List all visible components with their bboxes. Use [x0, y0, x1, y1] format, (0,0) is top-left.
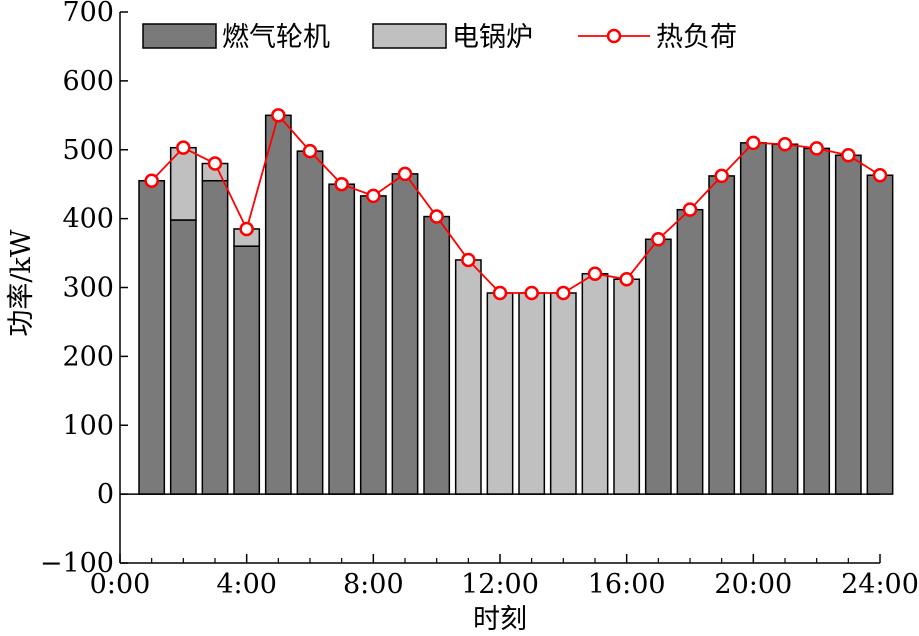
heat-load-point [144, 173, 159, 188]
x-tick-label: 12:00 [461, 569, 539, 600]
bar-electric-boiler [518, 292, 546, 495]
heat-load-point [682, 202, 698, 217]
bar-gas-turbine [803, 147, 831, 495]
x-tick-label: 4:00 [216, 569, 277, 600]
bar-electric-boiler [613, 278, 641, 495]
bar-gas-turbine [708, 175, 736, 495]
y-tick-label: 700 [62, 0, 114, 28]
y-tick-label: 200 [62, 341, 114, 372]
x-ticks: 0:00 4:00 8:00 12:00 16:00 20:00 24:00 [90, 554, 919, 600]
bar-gas-turbine [328, 183, 356, 495]
x-tick-label: 24:00 [841, 569, 919, 600]
bar-gas-turbine [391, 173, 419, 495]
y-tick-label: 0 [97, 479, 114, 510]
y-tick-label: 300 [62, 273, 114, 304]
y-tick-label: 600 [62, 66, 114, 97]
legend-label-gas-turbine: 燃气轮机 [222, 22, 330, 53]
y-tick-label: 500 [62, 135, 114, 166]
heat-load-point [302, 143, 318, 159]
bar-gas-turbine [233, 245, 261, 495]
heat-load-point [207, 156, 223, 171]
bar-gas-turbine [138, 179, 166, 495]
x-tick-label: 0:00 [90, 569, 151, 600]
bar-electric-boiler [486, 292, 514, 495]
bars [138, 114, 894, 495]
bar-gas-turbine [866, 174, 894, 495]
bar-gas-turbine [676, 208, 704, 495]
legend: 燃气轮机 电锅炉 热负荷 [142, 22, 737, 53]
heat-load-point [587, 266, 603, 281]
legend-swatch-gas-turbine [142, 23, 217, 49]
heat-load-point [714, 168, 729, 184]
x-tick-label: 20:00 [714, 569, 792, 600]
heat-load-point [746, 135, 761, 151]
bar-electric-boiler [549, 292, 577, 495]
legend-swatch-electric-boiler [372, 23, 447, 49]
bar-electric-boiler [454, 259, 482, 495]
bar-gas-turbine [359, 195, 387, 495]
heat-load-point [492, 285, 508, 301]
heat-load-point [841, 148, 856, 163]
legend-label-heat-load: 热负荷 [656, 22, 737, 53]
heat-load-point [651, 232, 666, 247]
bar-gas-turbine [739, 142, 767, 495]
heat-load-line [144, 108, 888, 301]
legend-label-electric-boiler: 电锅炉 [452, 22, 533, 53]
heat-load-point [619, 271, 634, 287]
heat-load-point [366, 188, 381, 204]
heat-load-point [271, 108, 286, 123]
bar-gas-turbine [423, 215, 451, 495]
heat-load-point [872, 167, 888, 183]
bar-electric-boiler [169, 146, 197, 221]
y-axis-label: 功率/kW [6, 229, 37, 336]
heat-load-point [334, 176, 349, 192]
heat-load-point [809, 141, 824, 156]
bar-gas-turbine [169, 219, 197, 495]
y-tick-label: 100 [62, 410, 114, 441]
heat-load-polyline [151, 113, 881, 294]
y-ticks: −100 0 100 200 300 400 500 600 700 [40, 0, 128, 579]
legend-marker-heat-load [606, 28, 622, 44]
heat-load-point [176, 140, 191, 155]
bar-electric-boiler [581, 272, 609, 495]
bar-gas-turbine [264, 114, 292, 495]
heat-load-point [524, 285, 539, 301]
heat-load-point [777, 136, 793, 152]
bar-gas-turbine [771, 143, 799, 495]
heat-load-point [429, 209, 444, 224]
x-axis-label: 时刻 [473, 604, 527, 635]
bar-gas-turbine [296, 150, 324, 495]
heat-load-point [556, 285, 571, 301]
heat-load-point [239, 221, 254, 237]
bar-gas-turbine [644, 238, 672, 495]
heat-load-point [397, 166, 413, 182]
x-tick-label: 16:00 [588, 569, 666, 600]
x-tick-label: 8:00 [343, 569, 404, 600]
heat-load-point [461, 252, 476, 268]
y-tick-label: 400 [62, 204, 114, 235]
y-tick-label: −100 [40, 548, 114, 579]
bar-gas-turbine [834, 154, 862, 495]
bar-gas-turbine [201, 179, 229, 495]
